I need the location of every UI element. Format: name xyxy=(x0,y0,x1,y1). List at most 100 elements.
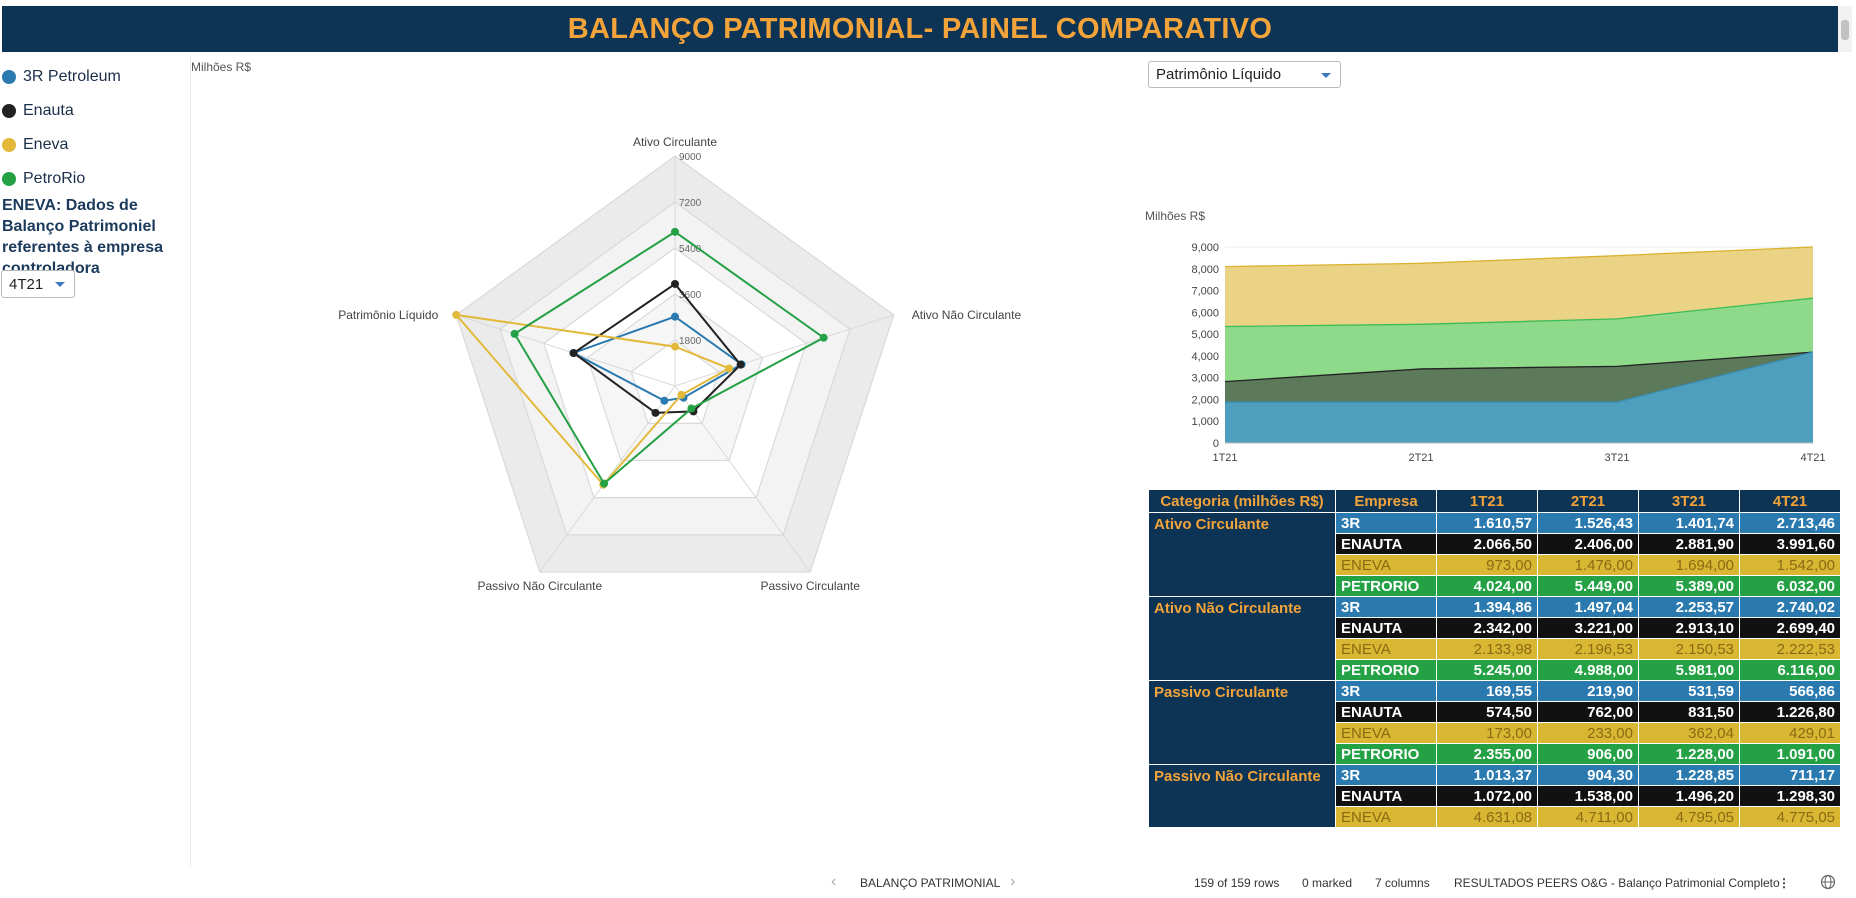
legend-label: 3R Petroleum xyxy=(23,68,121,85)
page-tab[interactable]: BALANÇO PATRIMONIAL xyxy=(860,876,1001,890)
value-cell: 1.072,00 xyxy=(1436,785,1538,807)
area-y-tick-label: 4,000 xyxy=(1191,351,1219,363)
value-cell: 2.699,40 xyxy=(1739,617,1841,639)
area-x-tick-label: 2T21 xyxy=(1408,452,1433,464)
area-y-tick-label: 6,000 xyxy=(1191,307,1219,319)
scrollbar-thumb[interactable] xyxy=(1841,20,1849,40)
more-options-icon[interactable]: ⋮ xyxy=(1778,876,1790,890)
table-row[interactable]: Passivo Circulante 3R 169,55 219,90 531,59 56… xyxy=(1148,680,1841,765)
legend-item-3r[interactable]: 3R Petroleum xyxy=(2,60,190,94)
value-cell: 233,00 xyxy=(1537,722,1639,744)
value-cell: 2.355,00 xyxy=(1436,743,1538,765)
table-row[interactable]: ENAUTA 2.066,50 2.406,00 2.881,90 3.991,60 xyxy=(1149,533,1841,555)
column-header[interactable]: 4T21 xyxy=(1739,489,1841,513)
value-cell: 711,17 xyxy=(1739,764,1841,786)
company-cell: ENAUTA xyxy=(1335,533,1437,555)
company-cell: ENAUTA xyxy=(1335,617,1437,639)
value-cell: 6.032,00 xyxy=(1739,575,1841,597)
column-header[interactable]: 1T21 xyxy=(1436,489,1538,513)
table-row[interactable]: Passivo Não Circulante 3R 1.013,37 904,30 1.… xyxy=(1148,764,1841,828)
radar-data-point[interactable] xyxy=(671,279,679,288)
radar-data-point[interactable] xyxy=(671,312,679,321)
chevron-left-icon[interactable]: ‹ xyxy=(831,873,837,890)
radar-series-line[interactable] xyxy=(513,230,826,486)
radar-data-point[interactable] xyxy=(452,310,461,319)
radar-series-line[interactable] xyxy=(571,282,742,414)
area-y-tick-label: 3,000 xyxy=(1191,373,1219,385)
table-row[interactable]: ENEVA 2.133,98 2.196,53 2.150,53 2.222,53 xyxy=(1149,638,1841,660)
value-cell: 1.228,00 xyxy=(1638,743,1740,765)
value-cell: 1.542,00 xyxy=(1739,554,1841,576)
column-header[interactable]: Empresa xyxy=(1335,489,1437,513)
area-x-tick-label: 3T21 xyxy=(1604,452,1629,464)
page-title: BALANÇO PATRIMONIAL- PAINEL COMPARATIVO xyxy=(567,12,1273,45)
company-cell: ENEVA xyxy=(1335,806,1437,828)
table-row[interactable]: PETRORIO 4.024,00 5.449,00 5.389,00 6.032,00 xyxy=(1149,575,1841,597)
legend-dot-icon xyxy=(2,104,16,118)
legend-item-petrorio[interactable]: PetroRio xyxy=(2,162,190,196)
table-row[interactable]: Ativo Não Circulante 3R 1.394,86 1.497,04 2.… xyxy=(1148,596,1841,681)
area-x-tick-label: 4T21 xyxy=(1800,452,1825,464)
value-cell: 2.713,46 xyxy=(1739,512,1841,534)
table-row[interactable]: PETRORIO 2.355,00 906,00 1.228,00 1.091,00 xyxy=(1149,743,1841,765)
radar-data-point[interactable] xyxy=(687,404,696,413)
area-series[interactable] xyxy=(1225,351,1813,443)
radar-data-point[interactable] xyxy=(600,479,609,488)
chevron-right-icon[interactable]: › xyxy=(1010,873,1016,890)
radar-data-point[interactable] xyxy=(569,349,578,358)
globe-icon[interactable] xyxy=(1820,874,1836,890)
area-series-line xyxy=(1224,351,1814,383)
table-row[interactable]: ENAUTA 2.342,00 3.221,00 2.913,10 2.699,40 xyxy=(1149,617,1841,639)
radar-data-point[interactable] xyxy=(510,329,519,338)
value-cell: 1.496,20 xyxy=(1638,785,1740,807)
table-row[interactable]: Ativo Circulante 3R 1.610,57 1.526,43 1.401,… xyxy=(1148,512,1841,597)
company-cell: 3R xyxy=(1335,596,1437,618)
value-cell: 831,50 xyxy=(1638,701,1740,723)
value-cell: 1.497,04 xyxy=(1537,596,1639,618)
area-series-line xyxy=(1225,351,1814,403)
value-cell: 906,00 xyxy=(1537,743,1639,765)
value-cell: 4.775,05 xyxy=(1739,806,1841,828)
category-cell: Ativo Não Circulante xyxy=(1148,596,1336,681)
table-row[interactable]: ENEVA 973,00 1.476,00 1.694,00 1.542,00 xyxy=(1149,554,1841,576)
value-cell: 1.091,00 xyxy=(1739,743,1841,765)
company-cell: ENAUTA xyxy=(1335,785,1437,807)
area-y-tick-label: 7,000 xyxy=(1191,286,1219,298)
table-row[interactable]: ENEVA 4.631,08 4.711,00 4.795,05 4.775,05 xyxy=(1149,806,1841,828)
column-header[interactable]: 3T21 xyxy=(1638,489,1740,513)
column-header[interactable]: Categoria (milhões R$) xyxy=(1148,489,1336,513)
data-source[interactable]: RESULTADOS PEERS O&G - Balanço Patrimoni… xyxy=(1454,876,1780,890)
company-cell: PETRORIO xyxy=(1335,743,1437,765)
table-row[interactable]: ENEVA 173,00 233,00 362,04 429,01 xyxy=(1149,722,1841,744)
radar-series-line[interactable] xyxy=(570,315,744,402)
radar-data-point[interactable] xyxy=(677,390,686,399)
value-cell: 2.406,00 xyxy=(1537,533,1639,555)
area-series-line xyxy=(1224,297,1814,328)
legend-item-enauta[interactable]: Enauta xyxy=(2,94,190,128)
radar-data-point[interactable] xyxy=(819,333,828,342)
radar-data-point[interactable] xyxy=(671,227,679,236)
radar-data-point[interactable] xyxy=(736,360,745,369)
radar-data-point[interactable] xyxy=(671,342,679,351)
radar-axis-label: Passivo Não Circulante xyxy=(477,579,602,593)
company-cell: 3R xyxy=(1335,512,1437,534)
value-cell: 973,00 xyxy=(1436,554,1538,576)
category-dropdown-value: Patrimônio Líquido xyxy=(1156,66,1282,83)
table-row[interactable]: ENAUTA 1.072,00 1.538,00 1.496,20 1.298,30 xyxy=(1149,785,1841,807)
radar-series-line[interactable] xyxy=(453,313,732,487)
category-dropdown[interactable]: Patrimônio Líquido xyxy=(1148,61,1341,88)
header-scrollbar[interactable] xyxy=(1838,6,1852,52)
column-header[interactable]: 2T21 xyxy=(1537,489,1639,513)
table-row[interactable]: ENAUTA 574,50 762,00 831,50 1.226,80 xyxy=(1149,701,1841,723)
value-cell: 574,50 xyxy=(1436,701,1538,723)
category-cell: Passivo Não Circulante xyxy=(1148,764,1336,828)
value-cell: 1.538,00 xyxy=(1537,785,1639,807)
period-dropdown[interactable]: 4T21 xyxy=(1,270,75,298)
radar-data-point[interactable] xyxy=(725,364,734,373)
value-cell: 1.226,80 xyxy=(1739,701,1841,723)
radar-data-point[interactable] xyxy=(660,396,669,405)
legend-item-eneva[interactable]: Eneva xyxy=(2,128,190,162)
radar-data-point[interactable] xyxy=(651,408,660,417)
area-unit-label: Milhões R$ xyxy=(1145,209,1206,223)
radar-spoke xyxy=(456,314,676,387)
